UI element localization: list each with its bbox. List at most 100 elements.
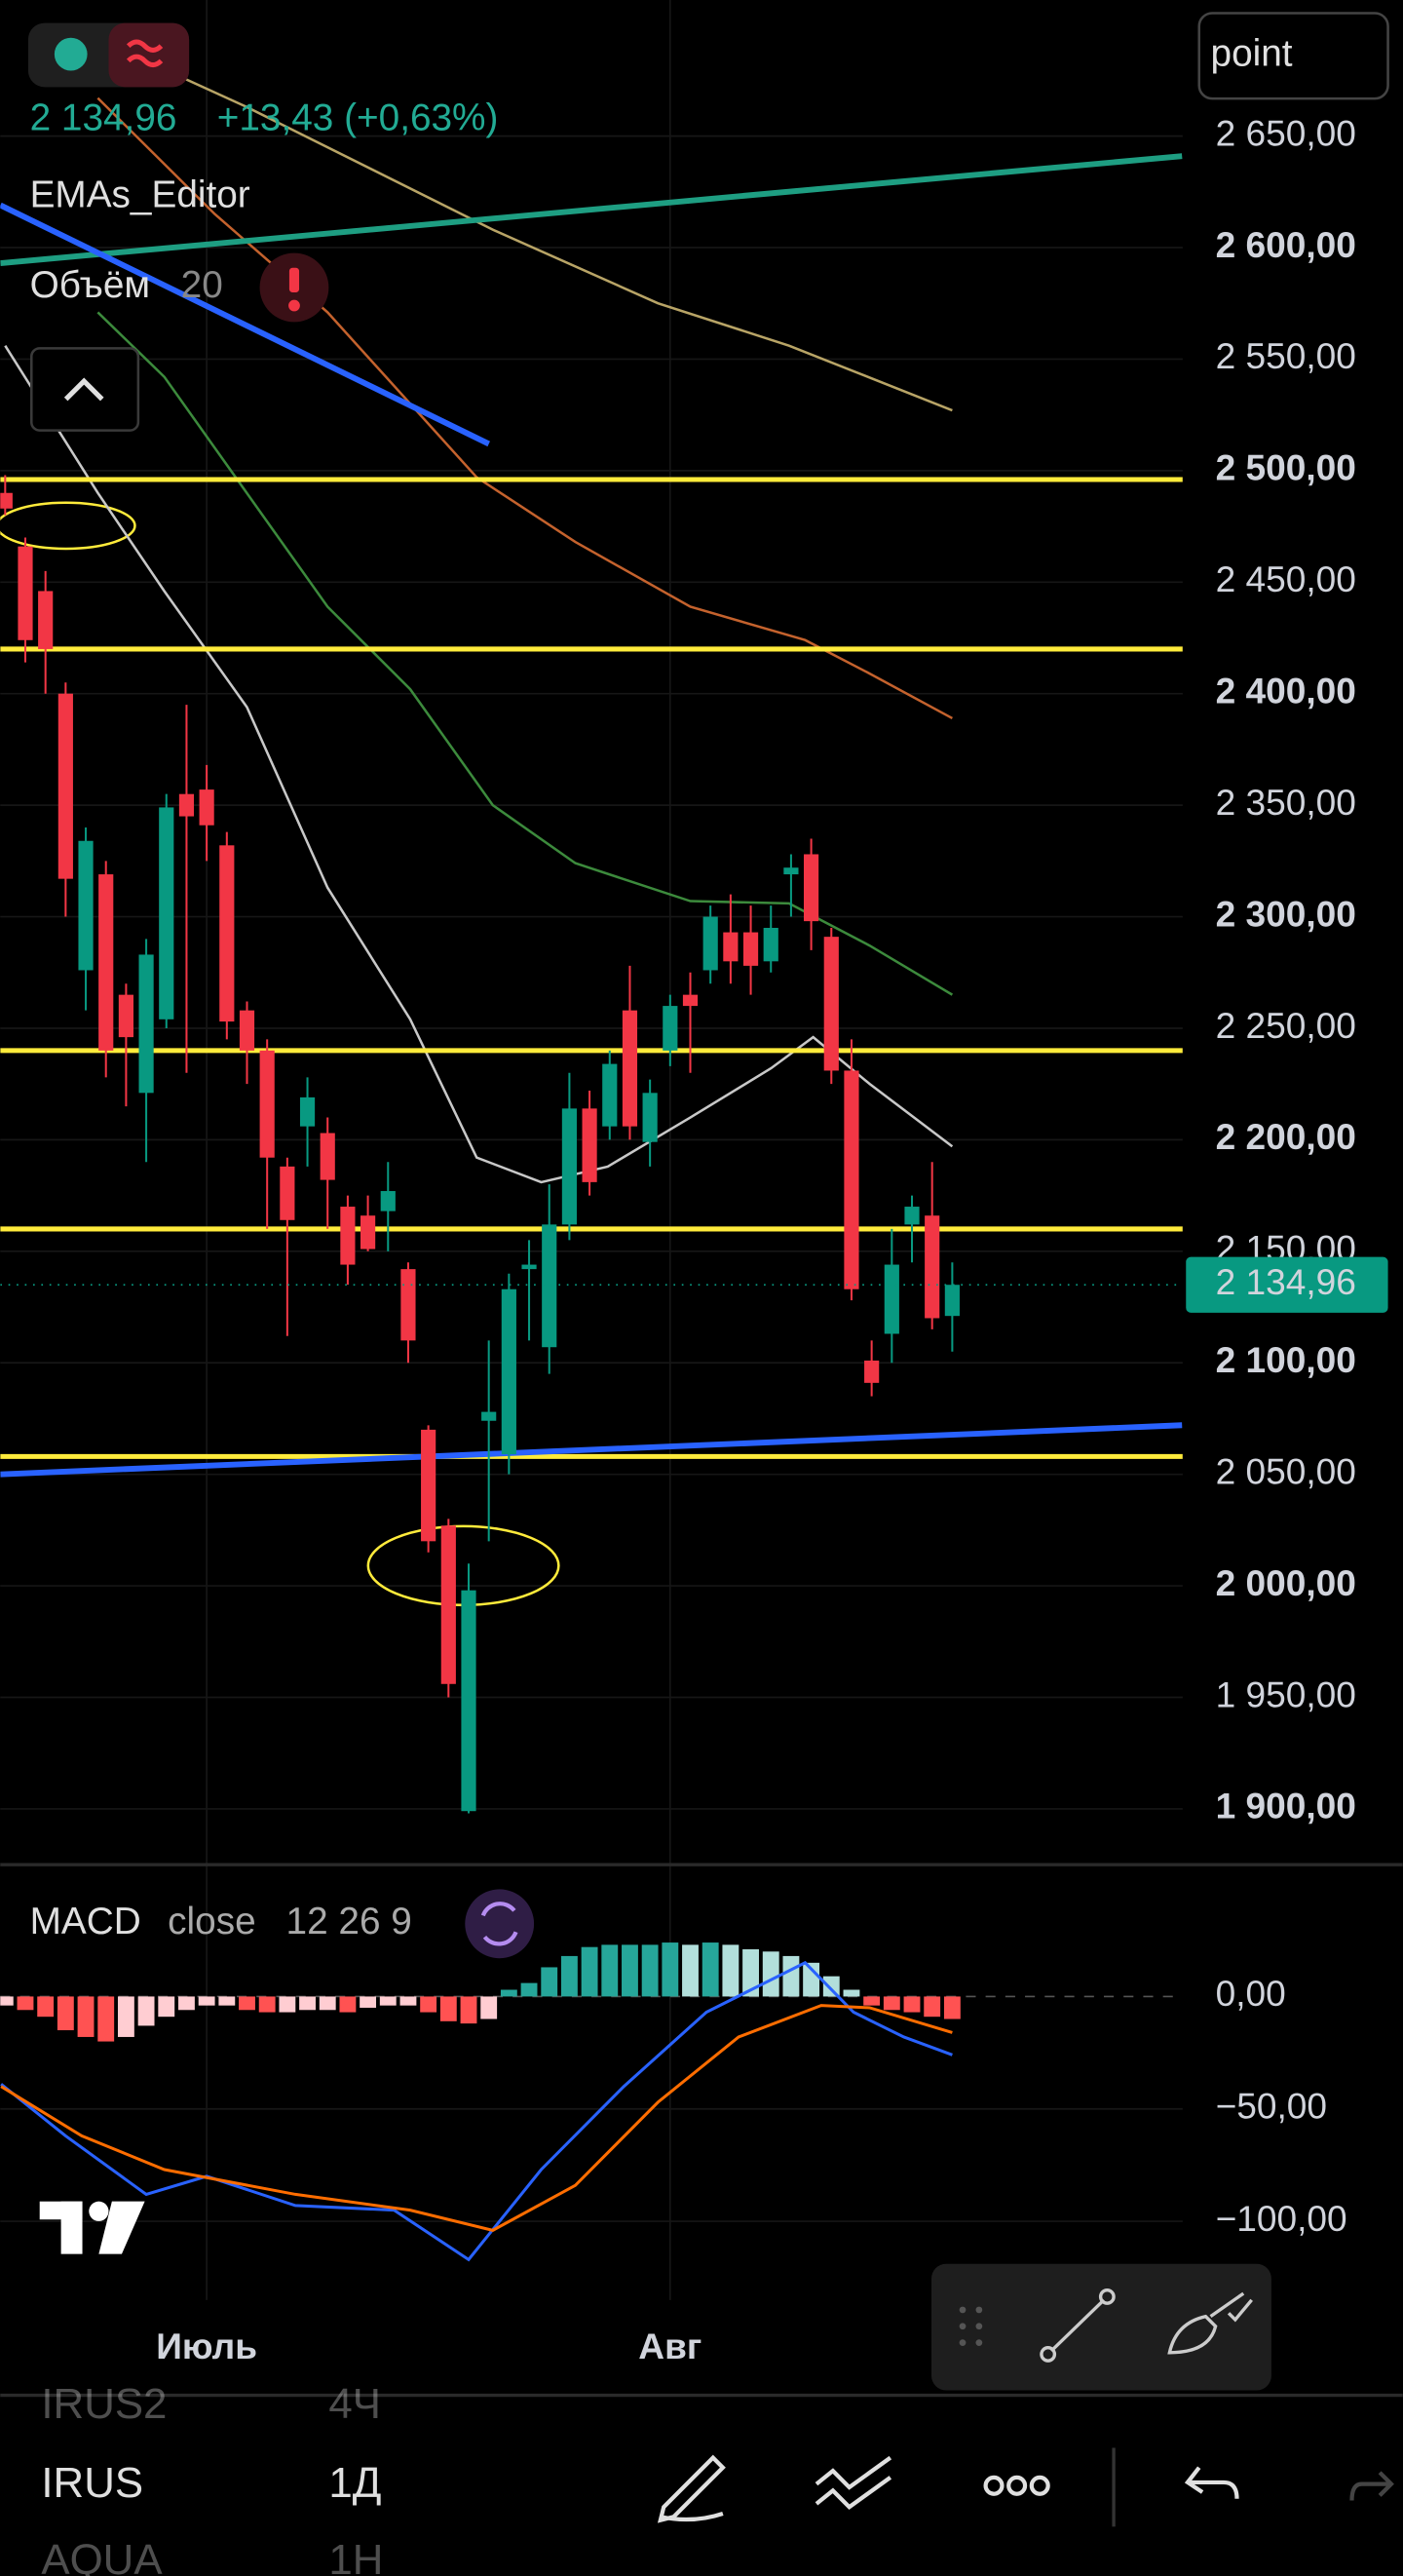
trendline	[0, 202, 491, 447]
macd-line	[0, 2004, 953, 2232]
histogram-bar	[218, 1996, 236, 2006]
histogram-bar	[863, 1996, 881, 2006]
macd-title[interactable]: MACD	[30, 1901, 141, 1942]
histogram-bar	[158, 1996, 175, 2018]
histogram-bar	[279, 1996, 296, 2013]
histogram-bar	[117, 1996, 134, 2037]
candle-body	[159, 807, 174, 1019]
histogram-bar	[37, 1996, 55, 2018]
histogram-bar	[662, 1942, 679, 1997]
multiline-icon[interactable]	[815, 2455, 892, 2510]
drag-handle[interactable]	[959, 2306, 983, 2347]
compare-toggle[interactable]	[108, 22, 190, 88]
histogram-bar	[258, 1996, 276, 2013]
candle-body	[925, 1215, 940, 1319]
candle-body	[884, 1264, 899, 1334]
y-tick-label: 2 500,00	[1216, 447, 1356, 488]
symbol[interactable]: IRUS	[41, 2459, 143, 2507]
candle-body	[199, 789, 214, 826]
y-tick-label: 1 950,00	[1216, 1673, 1356, 1714]
candle-body	[360, 1215, 376, 1250]
histogram-bar	[641, 1944, 659, 1997]
histogram-bar	[460, 1996, 477, 2024]
y-tick-label: 2 600,00	[1216, 224, 1356, 265]
redo-icon[interactable]	[1349, 2471, 1394, 2501]
y-tick-label: −50,00	[1216, 2086, 1327, 2127]
candle-body	[38, 591, 54, 649]
candle-body	[763, 927, 778, 962]
bottom-bar: IRUS2 4Ч IRUS 1Д AQUA 1Н	[41, 2380, 383, 2576]
y-tick-label: 2 450,00	[1216, 558, 1356, 599]
histogram-bar	[137, 1996, 155, 2026]
undo-icon[interactable]	[1184, 2466, 1239, 2499]
candle-body	[602, 1063, 618, 1127]
candle-body	[783, 867, 799, 875]
y-tick-label: 2 550,00	[1216, 335, 1356, 376]
trendline	[0, 153, 1183, 266]
histogram-bar	[702, 1942, 719, 1997]
candle-body	[944, 1285, 960, 1317]
candle-body	[320, 1133, 335, 1180]
candle-body	[723, 932, 739, 962]
wave-icon	[126, 39, 164, 68]
y-tick-label: 2 050,00	[1216, 1450, 1356, 1491]
y-tick-label: 2 350,00	[1216, 782, 1356, 823]
histogram-bar	[239, 1996, 255, 2011]
candle-body	[57, 693, 73, 879]
y-tick-label: 2 650,00	[1216, 112, 1356, 153]
brush-tool[interactable]	[1167, 2291, 1253, 2355]
symbol[interactable]: AQUA	[41, 2536, 163, 2576]
histogram-bar	[57, 1996, 74, 2031]
annotation-ellipse	[0, 501, 136, 551]
candle-body	[178, 793, 195, 817]
histogram-bar	[581, 1946, 598, 1997]
bottom-icons	[657, 2454, 1394, 2523]
histogram-bar	[319, 1996, 336, 2011]
histogram-bar	[541, 1967, 558, 1997]
histogram-bar	[601, 1944, 619, 1997]
more-icon[interactable]	[983, 2475, 1005, 2496]
candle-body	[864, 1360, 880, 1383]
scale-mode-button[interactable]	[1197, 12, 1389, 100]
collapse-button[interactable]	[30, 347, 140, 432]
candle-body	[582, 1108, 597, 1182]
histogram-bar	[399, 1996, 417, 2006]
candle-body	[542, 1224, 557, 1348]
pencil-icon[interactable]	[657, 2454, 726, 2523]
macd-line	[0, 1960, 953, 2262]
candle-body	[138, 954, 154, 1094]
histogram-bar	[782, 1955, 800, 1997]
candle-body	[299, 1096, 316, 1127]
scale-mode: point	[1211, 33, 1293, 75]
y-tick-label: 2 000,00	[1216, 1562, 1356, 1603]
indicator-name[interactable]: EMAs_Editor	[30, 174, 250, 216]
last-price-box	[1186, 1256, 1388, 1313]
candle-body	[521, 1264, 537, 1270]
trendline-tool[interactable]	[1040, 2288, 1116, 2363]
y-tick-label: 2 100,00	[1216, 1339, 1356, 1380]
candle-body	[461, 1590, 476, 1812]
y-tick-label: −100,00	[1216, 2198, 1347, 2239]
candle-body	[804, 854, 819, 922]
reload-button[interactable]	[465, 1889, 535, 1959]
candle-body	[280, 1166, 295, 1220]
histogram-bar	[0, 1996, 14, 2006]
candle-body	[239, 1010, 255, 1051]
price-axis: 2 650,00 2 600,00 2 550,00 2 500,00 2 450,00…	[1186, 112, 1388, 2239]
candle-body	[400, 1269, 416, 1341]
histogram-bar	[622, 1944, 638, 1997]
candle-body	[904, 1207, 920, 1225]
x-tick-label: Июль	[156, 2326, 257, 2366]
histogram-bar	[77, 1996, 95, 2037]
histogram-bar	[762, 1951, 779, 1997]
candle-body	[340, 1207, 356, 1265]
symbol[interactable]: IRUS2	[41, 2380, 167, 2428]
x-tick-label: Авг	[638, 2326, 702, 2366]
histogram-bar	[883, 1996, 900, 2011]
histogram-bar	[822, 1976, 840, 1997]
histogram-bar	[682, 1944, 699, 1997]
histogram-bar	[903, 1996, 921, 2013]
candle-body	[561, 1108, 577, 1225]
volume-label[interactable]: Объём	[30, 264, 150, 306]
interval: 1Н	[328, 2536, 383, 2576]
